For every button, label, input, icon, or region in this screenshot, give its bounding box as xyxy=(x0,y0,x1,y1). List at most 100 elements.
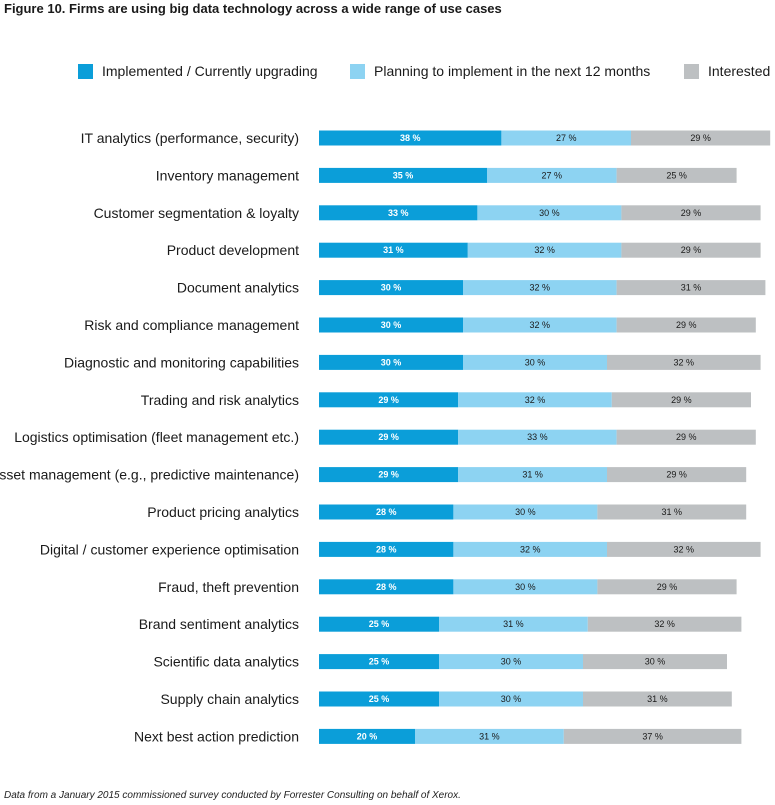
bar-implemented-asset-management-e-g-predictive-maintenance xyxy=(319,467,459,483)
value-label-planning-risk-and-compliance-management: 32 % xyxy=(530,320,551,330)
bar-interested-product-development xyxy=(621,242,761,258)
category-label-next-best-action-prediction: Next best action prediction xyxy=(134,728,299,744)
bar-planning-inventory-management xyxy=(487,167,617,183)
bar-planning-product-development xyxy=(467,242,622,258)
value-label-interested-next-best-action-prediction: 37 % xyxy=(642,731,663,741)
legend-label-interested: Interested xyxy=(708,63,771,79)
value-label-implemented-next-best-action-prediction: 20 % xyxy=(357,731,378,741)
value-label-planning-product-pricing-analytics: 30 % xyxy=(515,507,536,517)
bar-planning-fraud-theft-prevention xyxy=(453,579,598,595)
value-label-planning-diagnostic-and-monitoring-capabilities: 30 % xyxy=(525,357,546,367)
bar-implemented-trading-and-risk-analytics xyxy=(319,392,459,408)
value-label-implemented-trading-and-risk-analytics: 29 % xyxy=(378,395,399,405)
bar-interested-scientific-data-analytics xyxy=(583,654,727,670)
value-label-implemented-scientific-data-analytics: 25 % xyxy=(369,657,390,667)
bar-interested-supply-chain-analytics xyxy=(583,691,732,707)
bar-implemented-scientific-data-analytics xyxy=(319,654,439,670)
bar-interested-customer-segmentation-loyalty xyxy=(621,205,761,221)
legend-item-planning: Planning to implement in the next 12 mon… xyxy=(350,63,650,79)
value-label-implemented-product-pricing-analytics: 28 % xyxy=(376,507,397,517)
bar-planning-supply-chain-analytics xyxy=(439,691,583,707)
value-label-planning-fraud-theft-prevention: 30 % xyxy=(515,582,536,592)
value-label-implemented-it-analytics-performance-security: 38 % xyxy=(400,133,421,143)
bar-interested-next-best-action-prediction xyxy=(563,728,742,744)
category-label-diagnostic-and-monitoring-capabilities: Diagnostic and monitoring capabilities xyxy=(64,354,299,370)
bar-implemented-product-development xyxy=(319,242,468,258)
value-label-implemented-inventory-management: 35 % xyxy=(393,170,414,180)
value-label-planning-trading-and-risk-analytics: 32 % xyxy=(525,395,546,405)
category-label-supply-chain-analytics: Supply chain analytics xyxy=(160,691,299,707)
value-label-interested-asset-management-e-g-predictive-maintenance: 29 % xyxy=(666,470,687,480)
value-label-implemented-brand-sentiment-analytics: 25 % xyxy=(369,619,390,629)
category-label-asset-management-e-g-predictive-maintenance: Asset management (e.g., predictive maint… xyxy=(0,467,299,483)
value-label-interested-logistics-optimisation-fleet-management-etc: 29 % xyxy=(676,432,697,442)
value-label-interested-product-pricing-analytics: 31 % xyxy=(662,507,683,517)
value-label-implemented-diagnostic-and-monitoring-capabilities: 30 % xyxy=(381,357,402,367)
value-label-implemented-product-development: 31 % xyxy=(383,245,404,255)
value-label-planning-asset-management-e-g-predictive-maintenance: 31 % xyxy=(522,470,543,480)
value-label-implemented-logistics-optimisation-fleet-management-etc: 29 % xyxy=(378,432,399,442)
legend-item-interested: Interested xyxy=(684,63,770,79)
legend: Implemented / Currently upgrading Planni… xyxy=(0,63,775,83)
chart-title: Figure 10. Firms are using big data tech… xyxy=(4,1,502,16)
bar-interested-diagnostic-and-monitoring-capabilities xyxy=(607,354,761,370)
bar-planning-asset-management-e-g-predictive-maintenance xyxy=(458,467,607,483)
bar-planning-document-analytics xyxy=(463,280,617,296)
category-label-risk-and-compliance-management: Risk and compliance management xyxy=(84,317,299,333)
legend-swatch-interested xyxy=(684,63,699,79)
value-label-planning-supply-chain-analytics: 30 % xyxy=(501,694,522,704)
value-label-interested-digital-customer-experience-optimisation: 32 % xyxy=(674,544,695,554)
category-label-fraud-theft-prevention: Fraud, theft prevention xyxy=(158,579,299,595)
bar-interested-inventory-management xyxy=(616,167,737,183)
bar-implemented-diagnostic-and-monitoring-capabilities xyxy=(319,354,463,370)
category-label-product-development: Product development xyxy=(167,242,299,258)
category-label-logistics-optimisation-fleet-management-etc: Logistics optimisation (fleet management… xyxy=(14,429,299,445)
value-label-interested-trading-and-risk-analytics: 29 % xyxy=(671,395,692,405)
category-label-digital-customer-experience-optimisation: Digital / customer experience optimisati… xyxy=(40,541,299,557)
value-label-interested-document-analytics: 31 % xyxy=(681,283,702,293)
value-label-interested-inventory-management: 25 % xyxy=(666,170,687,180)
bar-interested-logistics-optimisation-fleet-management-etc xyxy=(616,429,756,445)
value-label-planning-document-analytics: 32 % xyxy=(530,283,551,293)
legend-label-planning: Planning to implement in the next 12 mon… xyxy=(374,63,651,79)
value-label-implemented-risk-and-compliance-management: 30 % xyxy=(381,320,402,330)
value-label-interested-it-analytics-performance-security: 29 % xyxy=(690,133,711,143)
value-label-interested-fraud-theft-prevention: 29 % xyxy=(657,582,678,592)
bar-interested-document-analytics xyxy=(616,280,766,296)
category-label-it-analytics-performance-security: IT analytics (performance, security) xyxy=(81,130,299,146)
category-label-customer-segmentation-loyalty: Customer segmentation & loyalty xyxy=(94,205,299,221)
value-label-implemented-digital-customer-experience-optimisation: 28 % xyxy=(376,544,397,554)
bar-planning-logistics-optimisation-fleet-management-etc xyxy=(458,429,617,445)
bar-implemented-risk-and-compliance-management xyxy=(319,317,463,333)
bar-planning-customer-segmentation-loyalty xyxy=(477,205,622,221)
bar-planning-next-best-action-prediction xyxy=(415,728,564,744)
category-label-product-pricing-analytics: Product pricing analytics xyxy=(147,504,299,520)
value-label-interested-brand-sentiment-analytics: 32 % xyxy=(654,619,675,629)
bar-implemented-fraud-theft-prevention xyxy=(319,579,454,595)
bar-implemented-product-pricing-analytics xyxy=(319,504,454,520)
value-label-implemented-customer-segmentation-loyalty: 33 % xyxy=(388,208,409,218)
value-label-implemented-fraud-theft-prevention: 28 % xyxy=(376,582,397,592)
bar-interested-product-pricing-analytics xyxy=(597,504,747,520)
legend-swatch-planning xyxy=(350,63,365,79)
bar-planning-brand-sentiment-analytics xyxy=(439,616,588,632)
footnote: Data from a January 2015 commissioned su… xyxy=(4,790,461,801)
bar-implemented-brand-sentiment-analytics xyxy=(319,616,439,632)
category-label-document-analytics: Document analytics xyxy=(177,280,299,296)
value-label-planning-digital-customer-experience-optimisation: 32 % xyxy=(520,544,541,554)
bar-interested-asset-management-e-g-predictive-maintenance xyxy=(607,467,747,483)
bar-planning-diagnostic-and-monitoring-capabilities xyxy=(463,354,607,370)
category-label-brand-sentiment-analytics: Brand sentiment analytics xyxy=(139,616,299,632)
bar-planning-risk-and-compliance-management xyxy=(463,317,617,333)
legend-swatch-implemented xyxy=(78,63,93,79)
value-label-interested-supply-chain-analytics: 31 % xyxy=(647,694,668,704)
bar-interested-digital-customer-experience-optimisation xyxy=(607,541,761,557)
value-label-interested-risk-and-compliance-management: 29 % xyxy=(676,320,697,330)
value-label-planning-it-analytics-performance-security: 27 % xyxy=(556,133,577,143)
value-label-planning-inventory-management: 27 % xyxy=(542,170,563,180)
bar-planning-it-analytics-performance-security xyxy=(501,130,631,146)
bar-implemented-it-analytics-performance-security xyxy=(319,130,502,146)
category-label-scientific-data-analytics: Scientific data analytics xyxy=(153,654,299,670)
bar-planning-trading-and-risk-analytics xyxy=(458,392,612,408)
